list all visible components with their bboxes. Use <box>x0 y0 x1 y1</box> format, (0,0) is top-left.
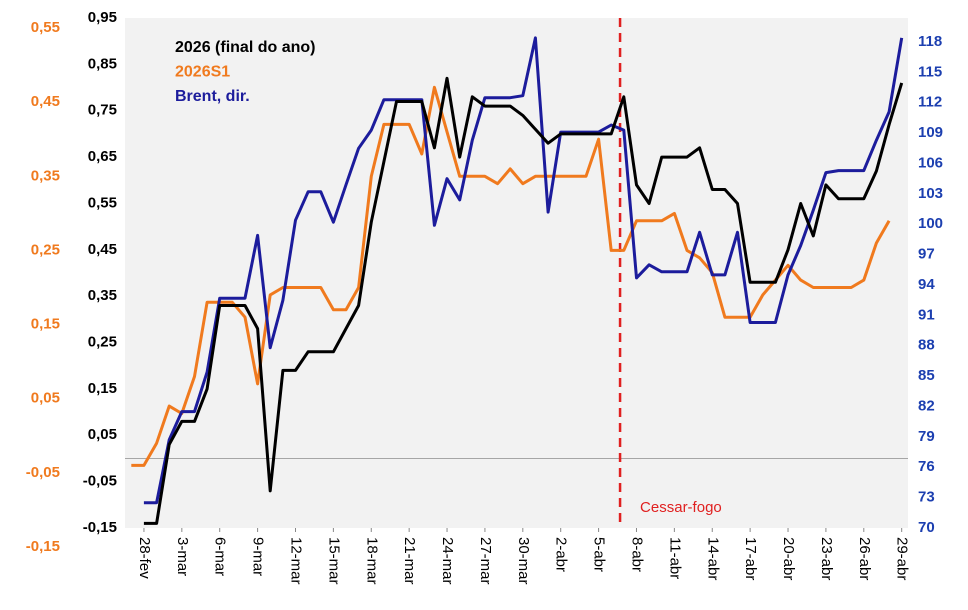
x-tick-label: 8-abr <box>629 537 646 572</box>
x-tick-label: 27-mar <box>477 537 494 585</box>
y2-tick-label: 82 <box>918 397 935 414</box>
y3-tick-label: 0,55 <box>31 19 60 36</box>
y3-tick-label: 0,25 <box>31 241 60 258</box>
x-tick-label: 28-fev <box>136 537 153 579</box>
legend-label: Brent, dir. <box>175 88 250 105</box>
y-tick-label: 0,65 <box>88 148 117 165</box>
y2-tick-label: 103 <box>918 185 943 202</box>
y2-tick-label: 115 <box>918 63 942 80</box>
x-tick-label: 15-mar <box>325 537 342 585</box>
y2-tick-label: 112 <box>918 94 942 111</box>
y3-tick-label: 0,15 <box>31 316 60 333</box>
x-tick-label: 26-abr <box>856 537 873 580</box>
y2-tick-label: 76 <box>918 458 935 475</box>
x-tick-label: 6-mar <box>212 537 229 576</box>
y-tick-label: 0,05 <box>88 426 117 443</box>
y-tick-label: -0,05 <box>83 473 117 490</box>
legend-label: 2026S1 <box>175 64 230 81</box>
y2-tick-label: 100 <box>918 215 943 232</box>
y-tick-label: 0,75 <box>88 102 117 119</box>
y2-tick-label: 106 <box>918 154 943 171</box>
x-tick-label: 21-mar <box>401 537 418 585</box>
y-tick-label: -0,15 <box>83 519 117 536</box>
y-tick-label: 0,15 <box>88 380 117 397</box>
y3-tick-label: -0,05 <box>26 464 60 481</box>
x-tick-label: 11-abr <box>666 537 683 579</box>
series-line <box>143 36 904 505</box>
x-tick-label: 9-mar <box>250 537 267 576</box>
x-tick-label: 20-abr <box>780 537 797 580</box>
y-tick-label: 0,55 <box>88 194 117 211</box>
x-tick-label: 23-abr <box>818 537 835 580</box>
y-tick-label: 0,35 <box>88 287 117 304</box>
annotation: Cessar-fogo <box>640 499 722 516</box>
y-tick-label: 0,45 <box>88 241 117 258</box>
y3-tick-label: 0,45 <box>31 93 60 110</box>
y2-tick-label: 97 <box>918 246 935 263</box>
x-tick-label: 14-abr <box>704 537 721 580</box>
y2-tick-label: 73 <box>918 489 935 506</box>
x-tick-label: 17-abr <box>742 537 759 580</box>
x-tick-label: 5-abr <box>591 537 608 572</box>
y3-tick-label: 0,05 <box>31 390 60 407</box>
y2-tick-label: 94 <box>918 276 935 293</box>
legend-label: 2026 (final do ano) <box>175 39 315 56</box>
y-tick-label: 0,85 <box>88 55 117 72</box>
y3-tick-label: 0,35 <box>31 167 60 184</box>
x-tick-label: 18-mar <box>363 537 380 585</box>
x-tick-label: 29-abr <box>894 537 911 580</box>
series-line <box>131 85 891 467</box>
y2-tick-label: 79 <box>918 428 935 445</box>
y2-tick-label: 85 <box>918 367 935 384</box>
y-tick-label: 0,25 <box>88 334 117 351</box>
series-line <box>143 76 904 525</box>
y2-tick-label: 118 <box>918 33 942 50</box>
y2-tick-label: 88 <box>918 337 935 354</box>
y2-tick-label: 91 <box>918 306 935 323</box>
x-tick-label: 24-mar <box>439 537 456 585</box>
x-tick-label: 30-mar <box>515 537 532 585</box>
y3-tick-label: -0,15 <box>26 538 60 555</box>
x-tick-label: 3-mar <box>174 537 191 576</box>
y-tick-label: 0,95 <box>88 9 117 26</box>
y2-tick-label: 109 <box>918 124 943 141</box>
x-tick-label: 12-mar <box>288 537 305 585</box>
y2-tick-label: 70 <box>918 519 935 536</box>
x-tick-label: 2-abr <box>553 537 570 572</box>
